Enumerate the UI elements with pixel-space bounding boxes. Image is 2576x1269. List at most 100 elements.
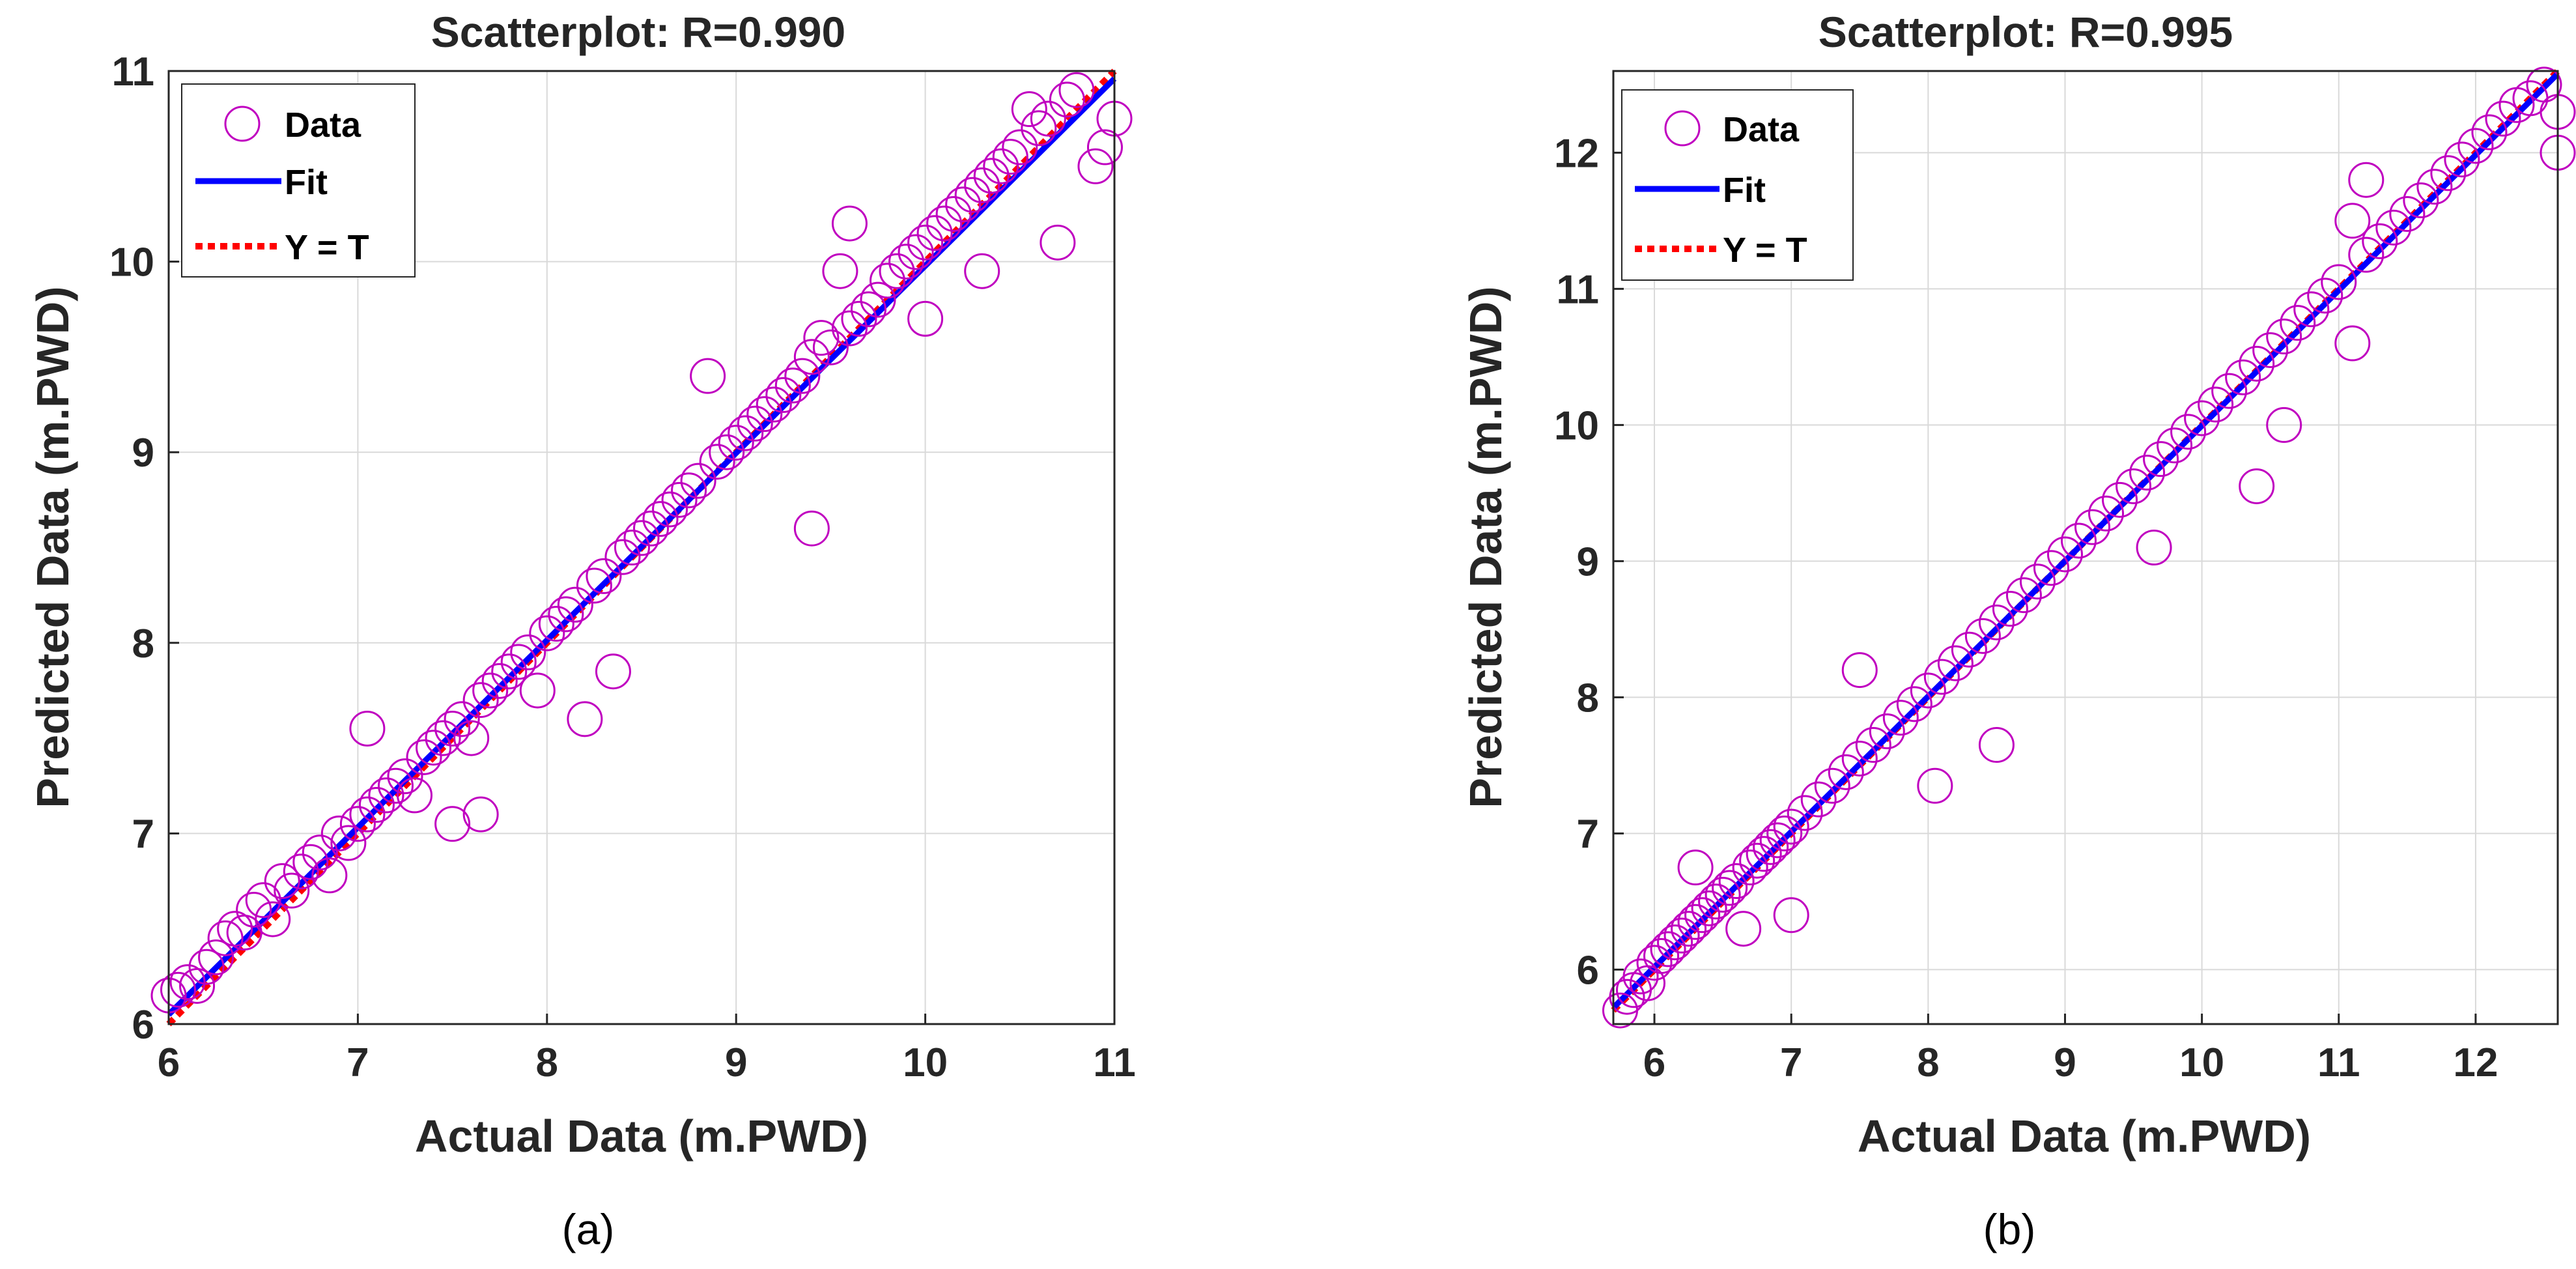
data-point	[2375, 209, 2412, 246]
data-point	[964, 253, 1000, 289]
data-point	[2074, 509, 2111, 545]
legend-b: Data Fit Y = T	[1621, 89, 1854, 281]
legend-data-marker-a	[224, 106, 261, 142]
y-tick-label: 12	[1554, 131, 1599, 176]
legend-fit-label-a: Fit	[285, 163, 328, 202]
data-point	[274, 872, 310, 909]
data-point	[2430, 155, 2467, 192]
plot-frame-a	[167, 70, 1116, 1025]
data-point	[1923, 659, 1960, 695]
data-point	[1759, 822, 1796, 859]
data-point	[1725, 911, 1762, 947]
data-point	[728, 415, 764, 451]
data-point	[349, 796, 386, 833]
data-point	[2116, 468, 2152, 504]
y-tick-label: 10	[109, 240, 154, 285]
y-tick-labels-b: 6 7 8 9 10 11 12	[1554, 131, 1624, 993]
data-point	[690, 358, 726, 394]
y-tick-label: 7	[132, 812, 154, 857]
data-point	[2184, 400, 2220, 436]
panel-label-b: (b)	[1983, 1205, 2036, 1253]
data-point	[387, 758, 423, 795]
data-point	[255, 901, 291, 937]
data-point	[604, 539, 641, 575]
data-point	[1896, 686, 1932, 722]
data-point	[453, 720, 490, 756]
scatter-points-b	[1602, 66, 2576, 1029]
data-point	[529, 615, 565, 651]
data-point	[2060, 522, 2097, 559]
data-point	[2444, 141, 2480, 178]
data-point	[1657, 924, 1693, 961]
data-point	[198, 939, 234, 976]
x-tick-label: 8	[1917, 1040, 1939, 1085]
data-point	[358, 787, 395, 823]
data-point	[774, 367, 811, 404]
data-point	[2225, 359, 2261, 395]
data-point	[2348, 236, 2385, 273]
data-point	[2471, 114, 2508, 150]
data-point	[793, 510, 830, 547]
data-point	[1077, 148, 1114, 184]
data-point	[1992, 591, 2028, 627]
y-axis-label-b: Predicted Data (m.PWD)	[1460, 286, 1511, 808]
data-point	[586, 558, 622, 594]
data-point	[2280, 305, 2316, 341]
x-axis-label-a: Actual Data (m.PWD)	[415, 1111, 868, 1162]
data-point	[737, 405, 773, 442]
data-point	[964, 167, 1000, 204]
legend-data-label-b: Data	[1723, 110, 1800, 149]
x-axis-label-b: Actual Data (m.PWD)	[1858, 1111, 2311, 1162]
data-point	[2170, 414, 2207, 450]
data-point	[1732, 849, 1768, 886]
legend-data-marker-b	[1664, 110, 1701, 147]
data-point	[576, 567, 612, 604]
data-point	[434, 710, 471, 747]
data-point	[2321, 264, 2357, 300]
data-point	[1937, 645, 1974, 681]
data-point	[2334, 203, 2371, 239]
x-tick-labels-a: 6 7 8 9 10 11	[158, 1014, 1136, 1085]
data-point	[1663, 917, 1700, 954]
data-point	[292, 844, 329, 880]
data-point	[1030, 100, 1066, 137]
data-point	[1643, 938, 1680, 974]
data-point	[756, 386, 792, 423]
x-tick-label: 8	[536, 1040, 558, 1085]
data-point	[2307, 278, 2343, 314]
data-point	[311, 857, 348, 894]
data-point	[983, 148, 1019, 184]
x-tick-label: 12	[2453, 1040, 2498, 1085]
data-point	[330, 825, 367, 861]
x-tick-labels-b: 6 7 8 9 10 11 12	[1643, 1014, 2498, 1085]
data-point	[850, 291, 886, 328]
data-point	[377, 767, 414, 804]
data-point	[1021, 110, 1057, 147]
data-point	[935, 195, 972, 232]
data-point	[2129, 455, 2166, 491]
data-point	[557, 586, 593, 623]
data-point	[264, 863, 300, 900]
data-point	[1753, 829, 1789, 865]
data-point	[1691, 890, 1727, 926]
data-point	[179, 967, 216, 1004]
data-point	[803, 320, 840, 356]
data-point	[680, 463, 716, 499]
data-point	[444, 701, 480, 737]
data-point	[1841, 740, 1878, 777]
data-point	[2102, 481, 2138, 518]
x-tick-label: 7	[347, 1040, 369, 1085]
data-point	[1773, 897, 1809, 934]
data-point	[1698, 883, 1734, 920]
data-point	[1917, 767, 1953, 804]
y-tick-labels-a: 6 7 8 9 10 11	[109, 50, 179, 1048]
data-point	[793, 339, 830, 375]
data-point	[1718, 863, 1755, 900]
data-point	[302, 834, 338, 871]
x-tick-label: 10	[903, 1040, 948, 1085]
x-tick-label: 9	[2054, 1040, 2076, 1085]
data-point	[1677, 849, 1714, 886]
data-point	[245, 882, 281, 919]
data-point	[1049, 81, 1085, 118]
